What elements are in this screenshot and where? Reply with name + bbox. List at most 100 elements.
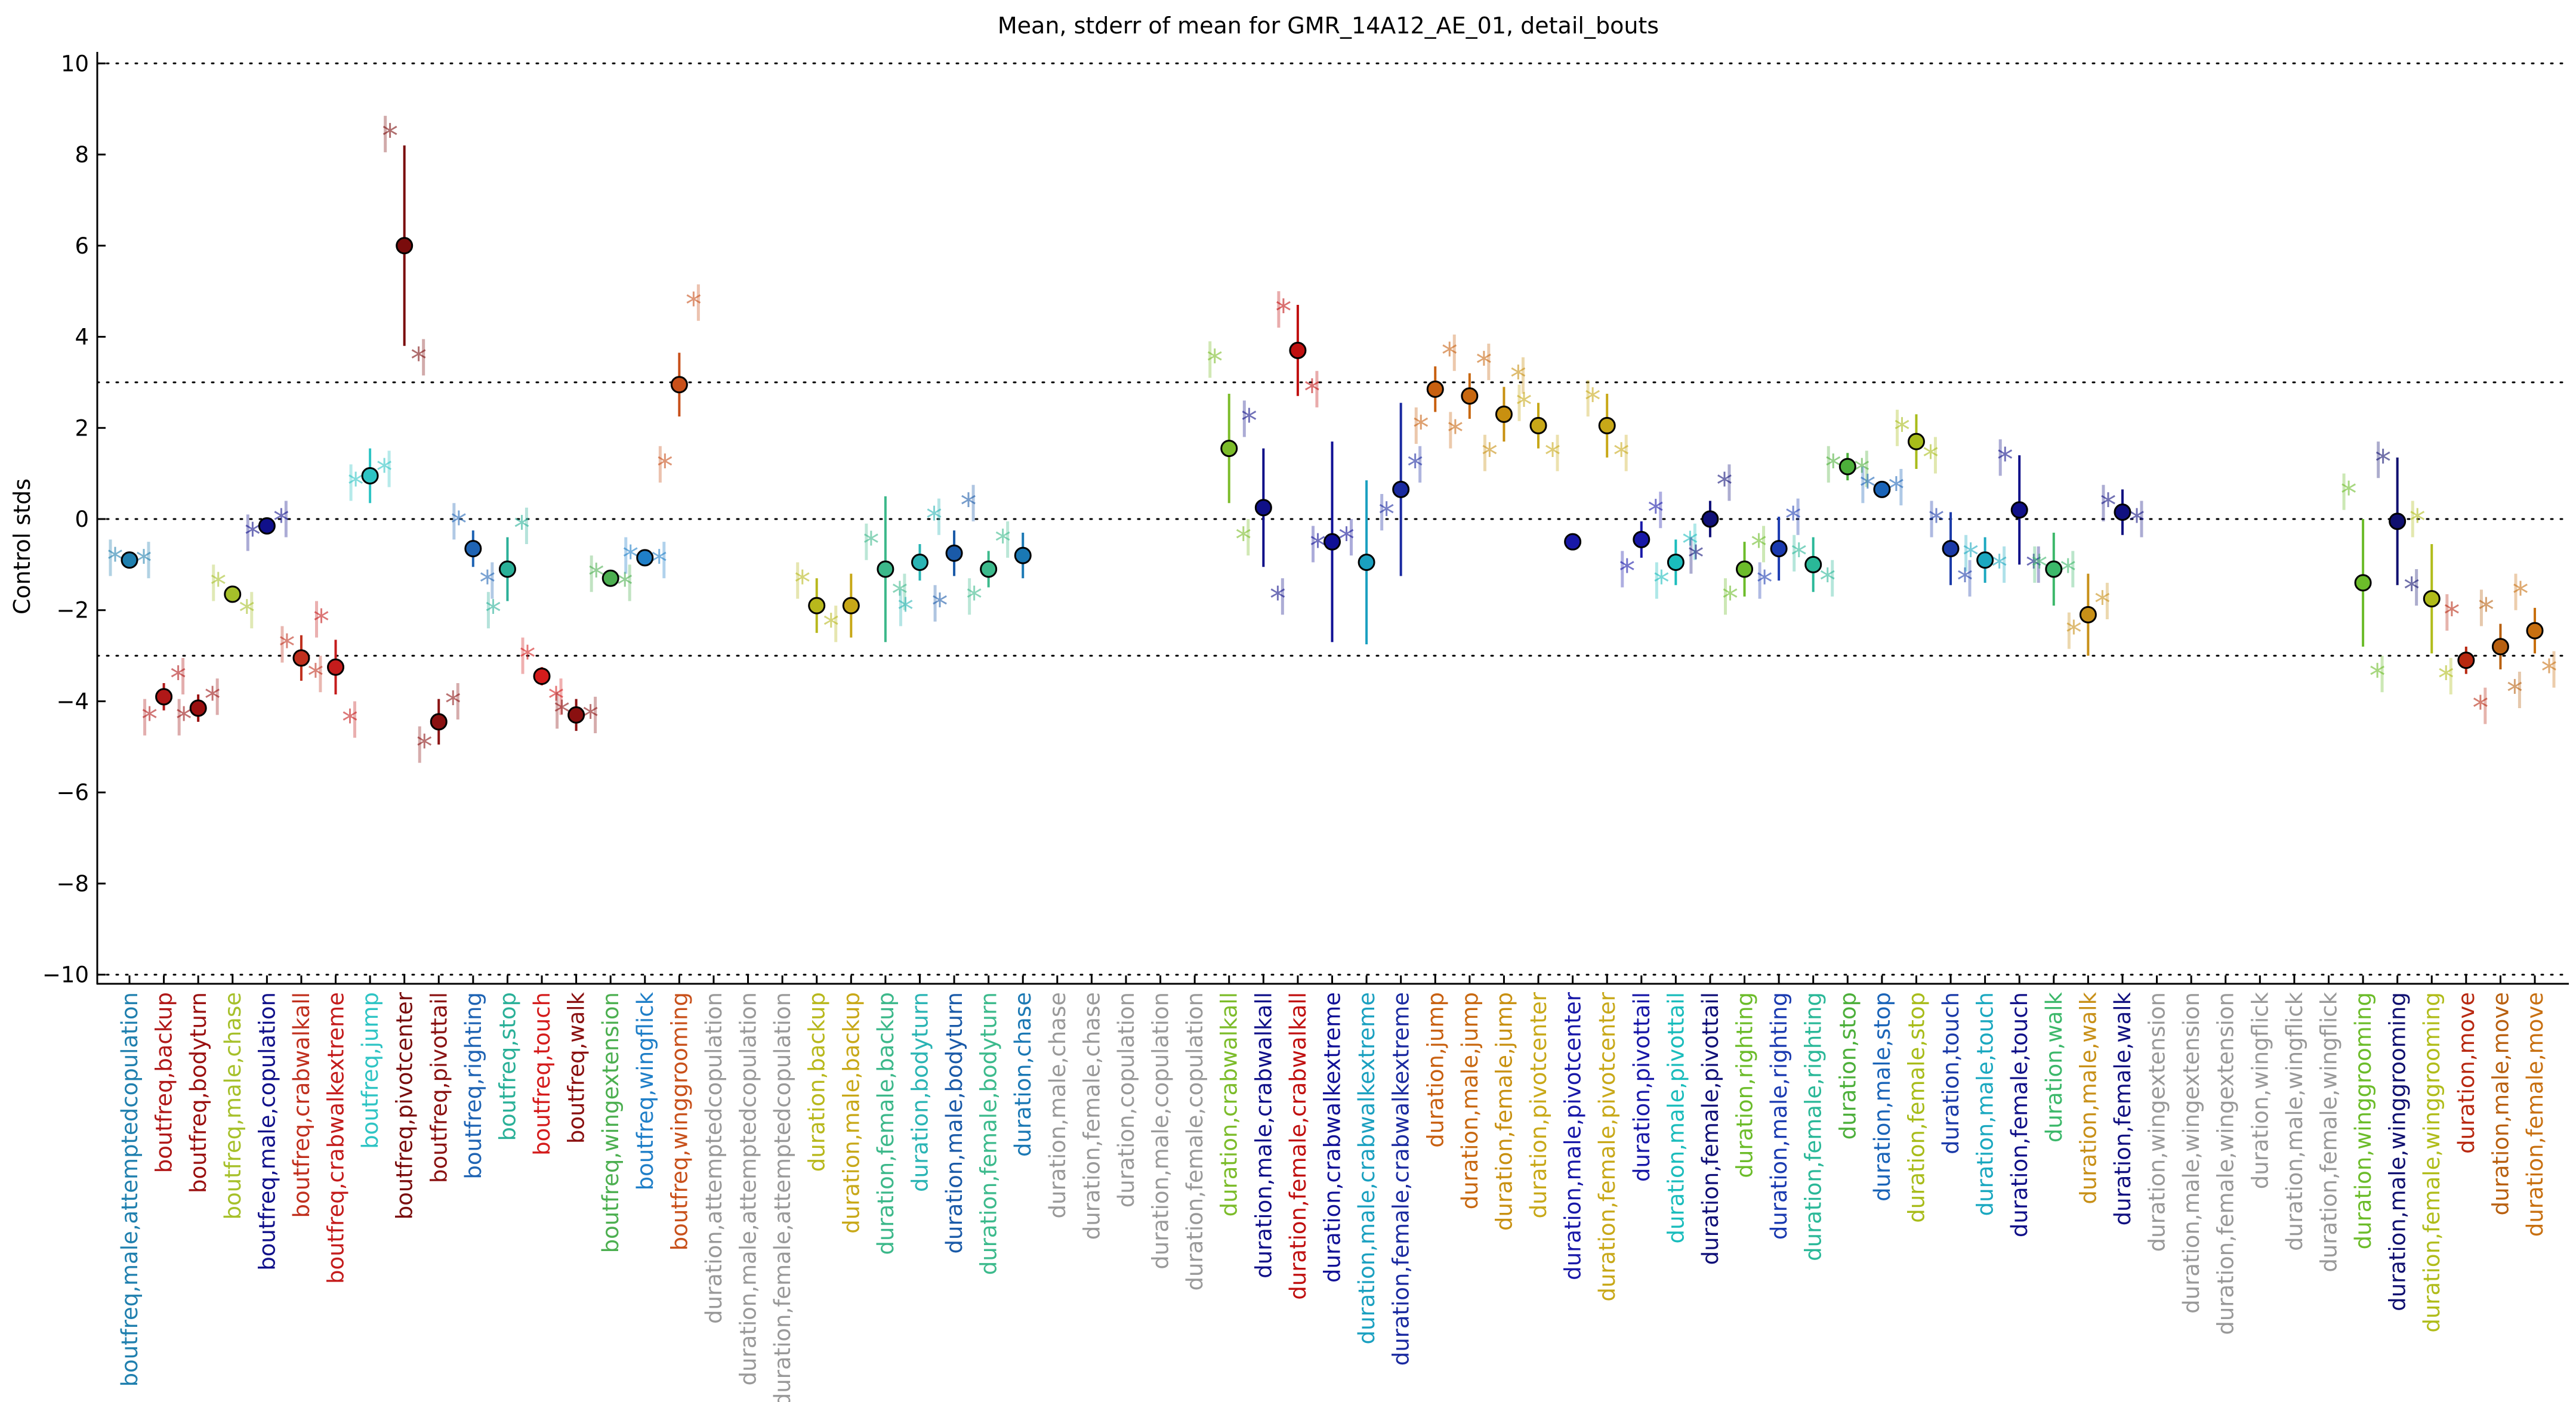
category-marks bbox=[842, 573, 860, 638]
category-marks: ** bbox=[141, 657, 186, 738]
category-marks: ** bbox=[2410, 501, 2454, 697]
replicate-point: * bbox=[1682, 525, 1698, 563]
category-marks: ** bbox=[417, 683, 461, 765]
replicate-point: * bbox=[657, 447, 673, 485]
replicate-point: * bbox=[1516, 386, 1532, 424]
replicate-point: * bbox=[617, 566, 633, 604]
mean-point bbox=[2491, 638, 2509, 656]
x-tick-label: duration,male,backup bbox=[838, 992, 864, 1234]
mean-point bbox=[2114, 504, 2131, 521]
x-tick-label: duration,female,move bbox=[2522, 992, 2548, 1237]
category-marks: ** bbox=[1585, 380, 1630, 474]
x-tick-label: duration,male,chase bbox=[1045, 992, 1070, 1219]
replicate-point: * bbox=[1997, 441, 2013, 478]
x-tick-label: duration,female,wingextension bbox=[2213, 992, 2239, 1335]
mean-point bbox=[430, 713, 448, 731]
replicate-point: * bbox=[2100, 486, 2116, 524]
category-marks: ** bbox=[1963, 535, 2007, 585]
mean-point bbox=[1014, 546, 1032, 564]
replicate-point: * bbox=[1854, 452, 1870, 490]
replicate-point: * bbox=[342, 703, 358, 740]
x-tick-label: boutfreq,wingflick bbox=[633, 992, 658, 1190]
mean-point bbox=[1633, 530, 1651, 548]
category-marks: ** bbox=[1482, 357, 1526, 474]
replicate-point: * bbox=[348, 466, 364, 504]
mean-point bbox=[567, 706, 585, 724]
replicate-point: * bbox=[1687, 539, 1704, 576]
y-tick-label: 4 bbox=[75, 325, 89, 350]
replicate-point: * bbox=[1929, 502, 1945, 540]
replicate-point: * bbox=[966, 580, 982, 617]
x-tick-label: boutfreq,male,chase bbox=[220, 992, 246, 1220]
x-tick-label: duration,walk bbox=[2041, 992, 2067, 1142]
category-marks: ** bbox=[794, 562, 839, 645]
replicate-point: * bbox=[1894, 411, 1910, 449]
category-marks: ** bbox=[1619, 492, 1664, 590]
replicate-point: * bbox=[313, 603, 329, 640]
replicate-point: * bbox=[176, 700, 192, 738]
y-tick-label: −2 bbox=[56, 598, 89, 623]
replicate-point: * bbox=[1476, 345, 1492, 383]
x-tick-label: duration,male,walk bbox=[2075, 992, 2101, 1204]
replicate-point: * bbox=[622, 539, 638, 576]
category-marks: ** bbox=[1757, 498, 1801, 601]
replicate-point: * bbox=[1716, 466, 1732, 504]
mean-point bbox=[2526, 622, 2544, 640]
mean-point bbox=[2423, 590, 2441, 608]
replicate-point: * bbox=[1310, 527, 1326, 565]
category-marks: ** bbox=[107, 539, 152, 581]
category-marks: ** bbox=[313, 601, 358, 740]
x-tick-label: duration,wingflick bbox=[2247, 992, 2273, 1189]
replicate-point: * bbox=[1275, 293, 1291, 331]
replicate-point: * bbox=[445, 684, 461, 722]
mean-point bbox=[292, 649, 310, 667]
replicate-point: * bbox=[1963, 536, 1979, 574]
category-marks: ** bbox=[554, 692, 599, 736]
category-marks: ** bbox=[2066, 573, 2111, 656]
replicate-point: * bbox=[141, 700, 158, 738]
mean-point bbox=[842, 597, 860, 614]
replicate-point: * bbox=[2341, 475, 2357, 512]
x-tick-label: duration,female,crabwalkall bbox=[1285, 992, 1311, 1300]
y-tick-label: 6 bbox=[75, 233, 89, 259]
replicate-point: * bbox=[1482, 436, 1498, 474]
replicate-point: * bbox=[2513, 575, 2529, 613]
x-tick-label: duration,winggrooming bbox=[2350, 992, 2376, 1249]
replicate-point: * bbox=[1614, 436, 1630, 474]
replicate-point: * bbox=[1825, 447, 1841, 485]
mean-point bbox=[1873, 480, 1891, 498]
x-tick-label: duration,stop bbox=[1835, 992, 1861, 1139]
category-marks: ** bbox=[863, 496, 908, 643]
mean-point bbox=[1289, 341, 1307, 359]
x-tick-label: boutfreq,crabwalkall bbox=[289, 992, 314, 1218]
category-marks: ** bbox=[1413, 334, 1458, 446]
replicate-point: * bbox=[2472, 689, 2488, 727]
x-tick-label: duration,male,copulation bbox=[1148, 992, 1174, 1270]
x-tick-label: duration,crabwalkall bbox=[1217, 992, 1242, 1216]
replicate-point: * bbox=[1859, 468, 1875, 506]
x-tick-label: duration,female,bodyturn bbox=[976, 992, 1002, 1275]
replicate-point: * bbox=[1923, 438, 1939, 476]
category-marks: ** bbox=[520, 637, 564, 718]
replicate-point: * bbox=[1378, 496, 1395, 533]
x-tick-label: boutfreq,jump bbox=[357, 992, 383, 1149]
x-tick-label: duration,jump bbox=[1423, 992, 1448, 1148]
replicate-point: * bbox=[1442, 336, 1458, 373]
category-marks: ** bbox=[932, 484, 977, 624]
replicate-point: * bbox=[582, 698, 599, 736]
mean-point bbox=[1495, 405, 1513, 423]
replicate-point: * bbox=[2478, 591, 2494, 629]
replicate-point: * bbox=[651, 543, 667, 581]
mean-point bbox=[1770, 540, 1788, 558]
replicate-point: * bbox=[926, 500, 942, 538]
category-marks: ** bbox=[210, 564, 255, 631]
mean-point bbox=[2079, 606, 2097, 623]
replicate-point: * bbox=[2066, 614, 2082, 651]
replicate-point: * bbox=[411, 341, 427, 378]
category-marks: ** bbox=[1894, 409, 1939, 476]
mean-point bbox=[258, 517, 276, 535]
replicate-point: * bbox=[686, 286, 702, 323]
mean-point bbox=[945, 544, 963, 562]
x-tick-label: boutfreq,touch bbox=[529, 992, 555, 1156]
mean-point bbox=[2389, 512, 2407, 530]
